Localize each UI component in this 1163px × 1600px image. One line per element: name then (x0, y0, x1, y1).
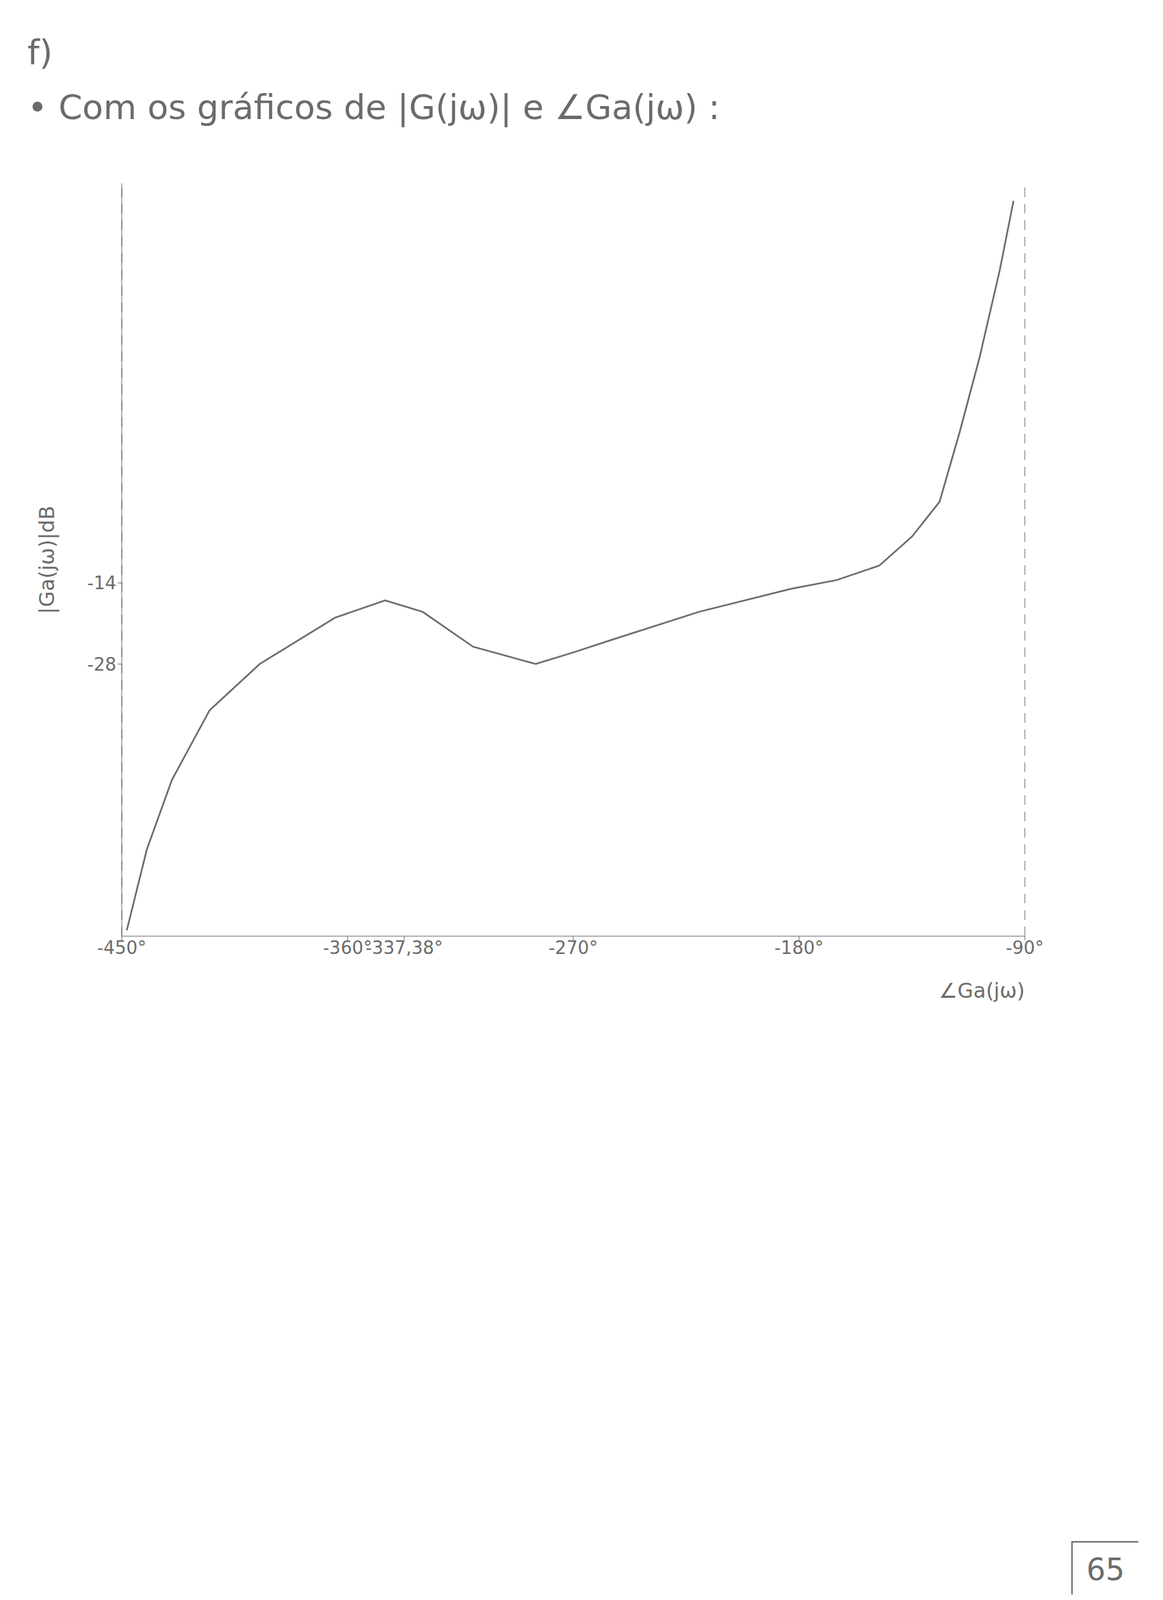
svg-text:-450°: -450° (97, 937, 147, 958)
svg-text:-90°: -90° (1005, 937, 1044, 958)
svg-text:-270°: -270° (548, 937, 598, 958)
html-text:65: 65 (1086, 1551, 1125, 1587)
svg-text:-14: -14 (87, 572, 117, 594)
svg-text:-360°: -360° (322, 937, 373, 958)
html-text:f): f) (27, 32, 53, 73)
svg-text:∠Ga(jω): ∠Ga(jω) (939, 978, 1025, 1003)
svg-text:-28: -28 (87, 654, 117, 675)
html-text:• Com os gráficos de |G(jω)| e: • Com os gráficos de |G(jω)| e ∠Ga(jω) : (27, 87, 720, 128)
svg-text:-180°: -180° (774, 937, 824, 958)
svg-text:-337,38°: -337,38° (365, 937, 443, 958)
svg-text:|Ga(jω)|dB: |Ga(jω)|dB (34, 505, 60, 614)
